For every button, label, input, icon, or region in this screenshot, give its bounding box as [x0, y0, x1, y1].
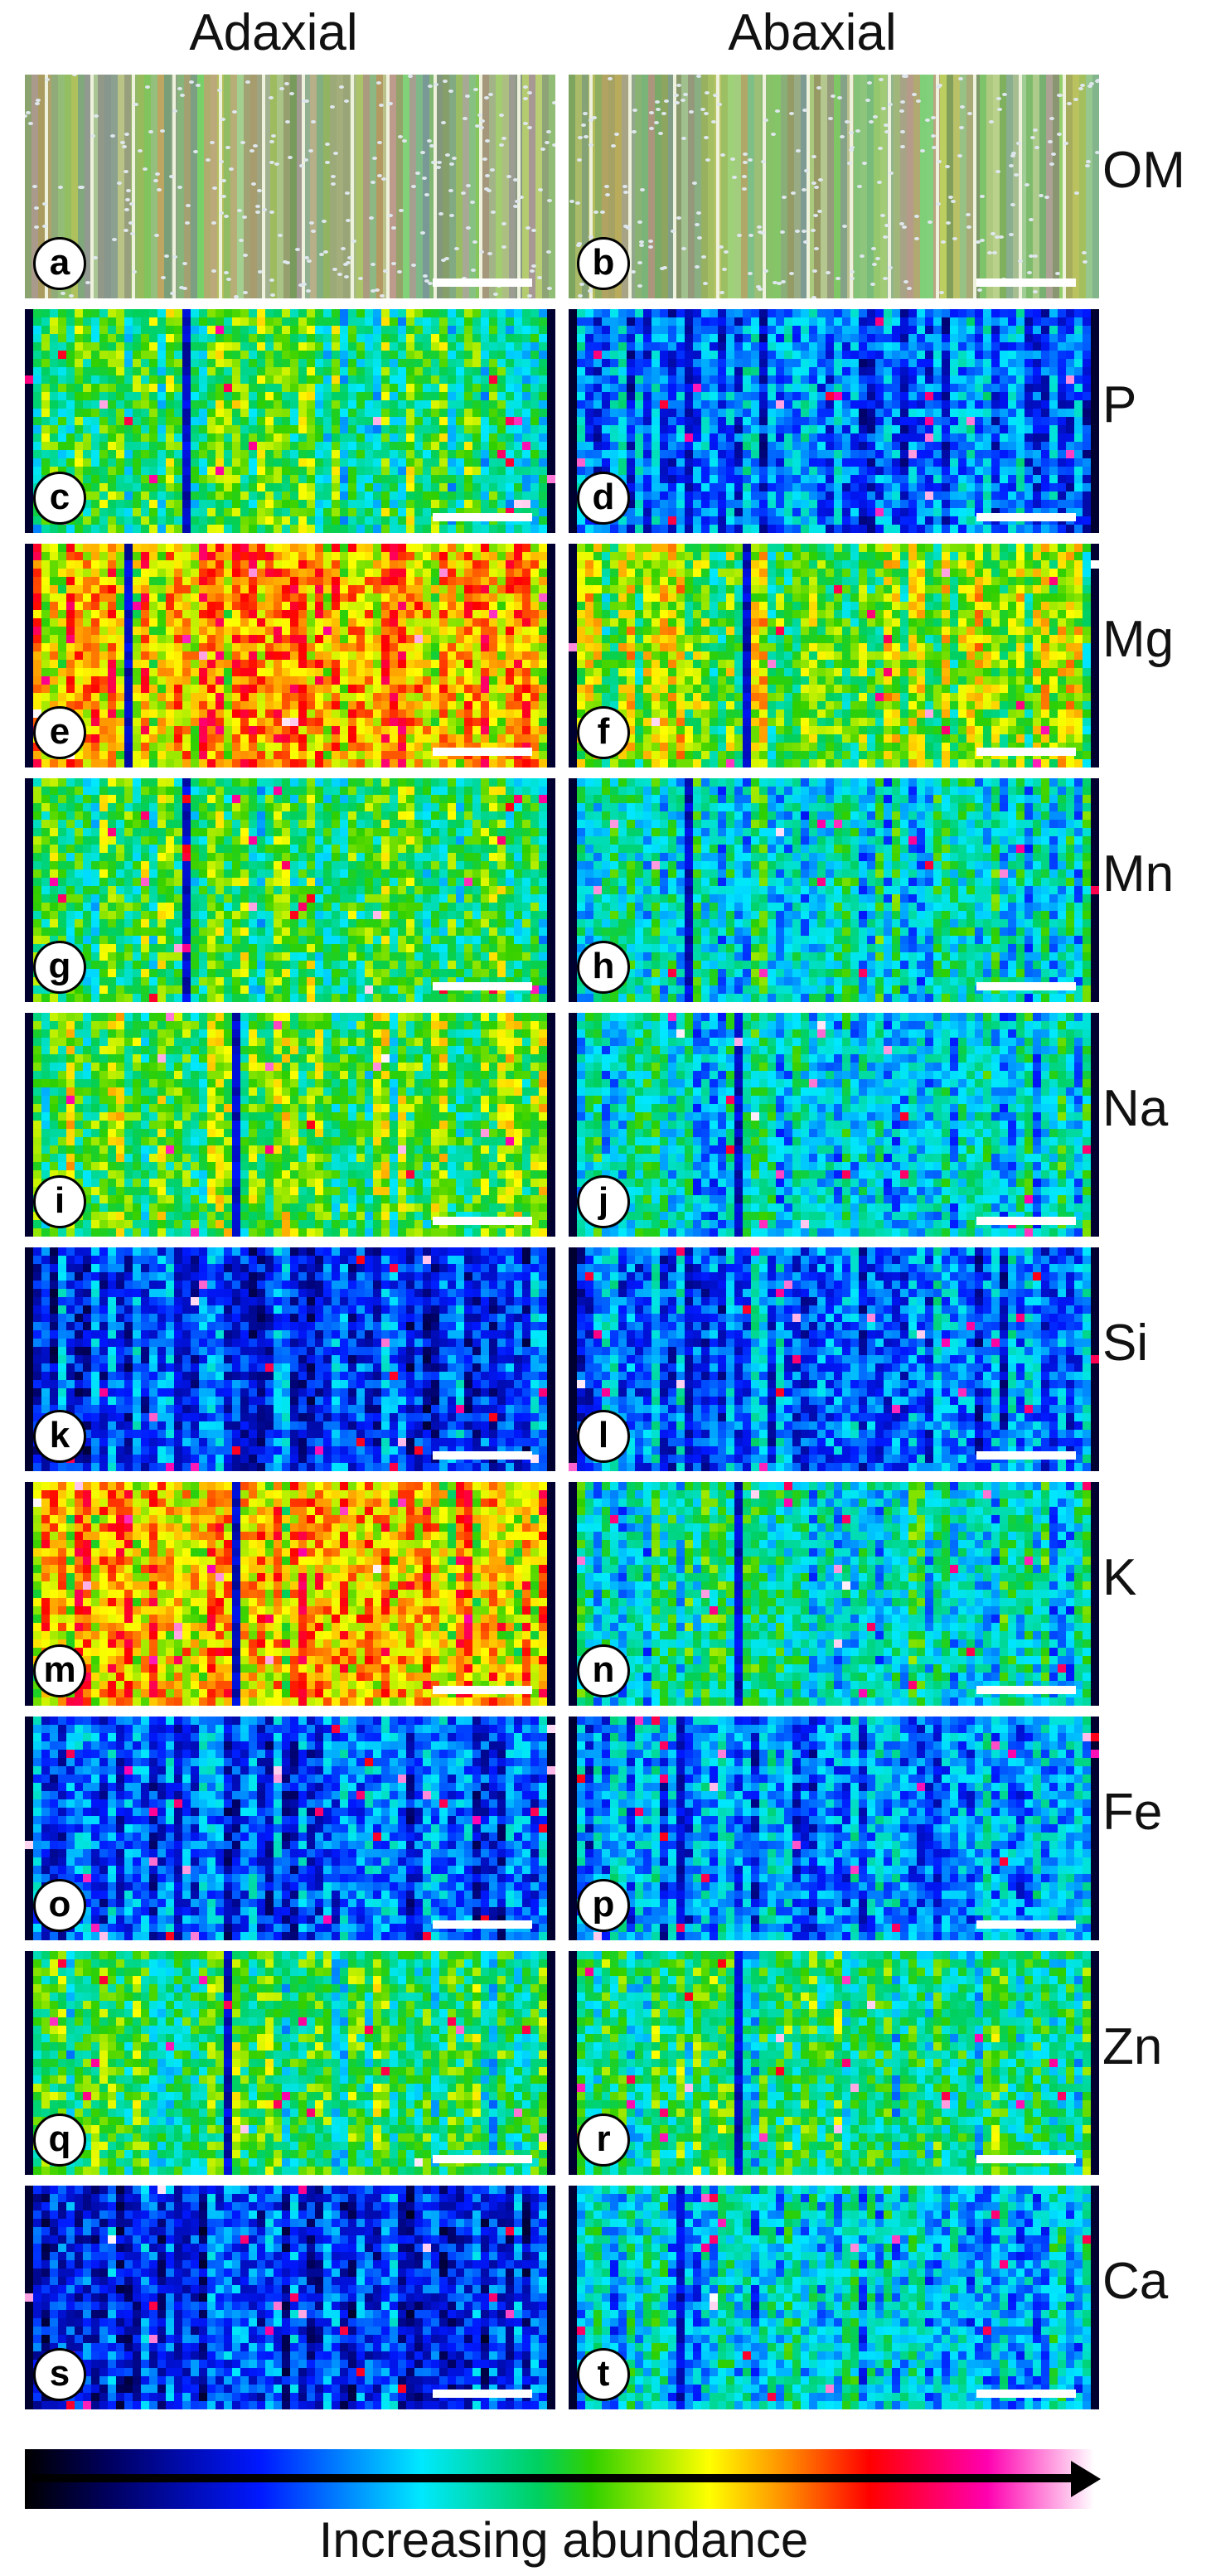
panel-letter-badge: q [33, 2114, 86, 2167]
row-label: Mg [1102, 610, 1174, 669]
panel-left-5: k [25, 1247, 555, 1471]
panel-right-1: d [569, 309, 1099, 533]
elemental-map-image [25, 309, 555, 533]
elemental-map-image [25, 1482, 555, 1706]
elemental-map-image [569, 2186, 1099, 2409]
panel-letter-badge: o [33, 1879, 86, 1932]
panel-right-5: l [569, 1247, 1099, 1471]
elemental-map-image [25, 1013, 555, 1237]
panel-letter-badge: s [33, 2348, 86, 2401]
panel-letter-badge: e [33, 706, 86, 759]
panel-letter-badge: d [577, 472, 630, 525]
panel-letter-badge: g [33, 941, 86, 994]
column-header-adaxial: Adaxial [17, 3, 530, 62]
scale-bar [433, 982, 532, 990]
elemental-map-image [25, 2186, 555, 2409]
row-label: Na [1102, 1079, 1168, 1138]
panel-left-4: i [25, 1013, 555, 1237]
panel-right-9: t [569, 2186, 1099, 2409]
elemental-map-image [25, 778, 555, 1002]
elemental-map-image [569, 1717, 1099, 1940]
panel-letter-badge: c [33, 472, 86, 525]
row-label: P [1102, 375, 1136, 434]
optical-micrograph-image [25, 75, 555, 298]
scale-bar [976, 1686, 1076, 1694]
scale-bar [976, 1451, 1076, 1460]
scale-bar [976, 1217, 1076, 1225]
colorbar-caption: Increasing abundance [25, 2511, 1102, 2569]
row-label: Mn [1102, 845, 1174, 903]
scale-bar [433, 1217, 532, 1225]
row-label: OM [1102, 141, 1185, 200]
panel-left-3: g [25, 778, 555, 1002]
arrow-right-icon [1071, 2461, 1101, 2497]
panel-letter-badge: n [577, 1644, 630, 1697]
scale-bar [976, 278, 1076, 287]
elemental-map-image [569, 309, 1099, 533]
panel-right-2: f [569, 544, 1099, 767]
scale-bar [433, 278, 532, 287]
panel-letter-badge: m [33, 1644, 86, 1697]
scale-bar [433, 748, 532, 756]
row-label: Si [1102, 1314, 1148, 1373]
scale-bar [976, 1920, 1076, 1929]
panel-left-9: s [25, 2186, 555, 2409]
scale-bar [433, 2155, 532, 2163]
panel-left-1: c [25, 309, 555, 533]
scale-bar [433, 1920, 532, 1929]
panel-letter-badge: t [577, 2348, 630, 2401]
panel-right-0: b [569, 75, 1099, 298]
optical-micrograph-image [569, 75, 1099, 298]
panel-right-6: n [569, 1482, 1099, 1706]
colorbar [25, 2449, 1102, 2509]
scale-bar [433, 1686, 532, 1694]
column-header-abaxial: Abaxial [555, 3, 1069, 62]
panel-letter-badge: f [577, 706, 630, 759]
elemental-map-image [25, 1247, 555, 1471]
row-label: Zn [1102, 2017, 1162, 2076]
elemental-map-image [25, 1717, 555, 1940]
elemental-map-image [569, 778, 1099, 1002]
scale-bar [433, 513, 532, 521]
elemental-map-image [25, 1951, 555, 2175]
elemental-map-image [569, 1951, 1099, 2175]
panel-letter-badge: b [577, 237, 630, 290]
scale-bar [976, 982, 1076, 990]
scale-bar [433, 1451, 532, 1460]
panel-letter-badge: k [33, 1410, 86, 1463]
scale-bar [976, 748, 1076, 756]
scale-bar [976, 2390, 1076, 2398]
elemental-map-image [569, 1482, 1099, 1706]
panel-left-8: q [25, 1951, 555, 2175]
scale-bar [976, 513, 1076, 521]
colorbar-arrow-line [31, 2474, 1076, 2482]
panel-letter-badge: i [33, 1175, 86, 1228]
panel-left-7: o [25, 1717, 555, 1940]
panel-letter-badge: j [577, 1175, 630, 1228]
scale-bar [976, 2155, 1076, 2163]
panel-right-8: r [569, 1951, 1099, 2175]
elemental-map-image [569, 544, 1099, 767]
row-label: Ca [1102, 2252, 1168, 2311]
panel-letter-badge: l [577, 1410, 630, 1463]
panel-left-0: a [25, 75, 555, 298]
panel-letter-badge: h [577, 941, 630, 994]
panel-left-2: e [25, 544, 555, 767]
panel-right-7: p [569, 1717, 1099, 1940]
row-label: Fe [1102, 1783, 1162, 1842]
panel-letter-badge: p [577, 1879, 630, 1932]
panel-letter-badge: a [33, 237, 86, 290]
panel-right-3: h [569, 778, 1099, 1002]
scale-bar [433, 2390, 532, 2398]
row-label: K [1102, 1548, 1136, 1607]
panel-left-6: m [25, 1482, 555, 1706]
elemental-map-image [25, 544, 555, 767]
panel-letter-badge: r [577, 2114, 630, 2167]
panel-right-4: j [569, 1013, 1099, 1237]
elemental-map-image [569, 1013, 1099, 1237]
elemental-map-image [569, 1247, 1099, 1471]
